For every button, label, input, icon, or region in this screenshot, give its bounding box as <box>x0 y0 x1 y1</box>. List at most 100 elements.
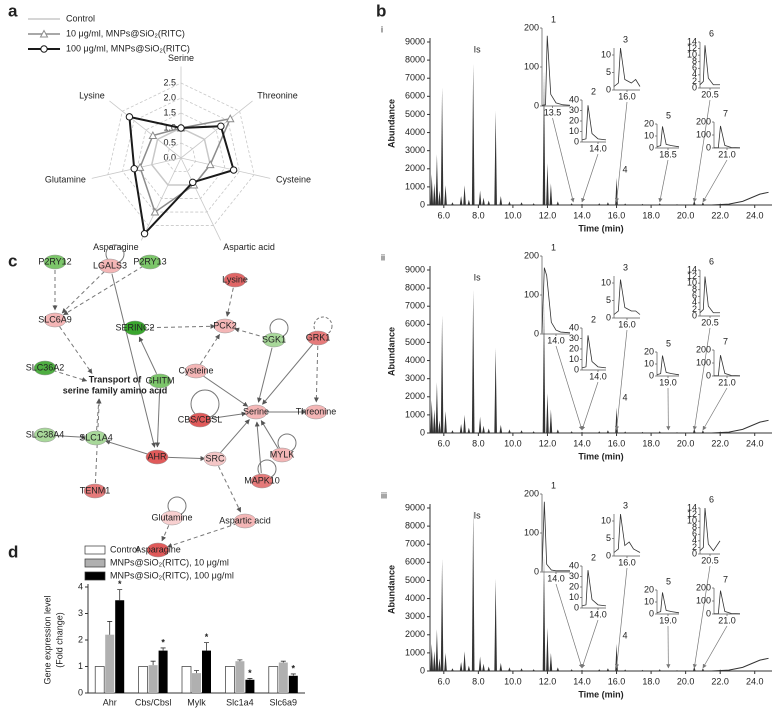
network-node <box>188 412 212 428</box>
y-axis-title: Gene expression level <box>42 595 52 684</box>
inset-y-tick-label: 0 <box>706 370 711 380</box>
inset-x-tick-label: 21.0 <box>718 149 736 159</box>
self-loop <box>313 316 333 336</box>
y-tick-label: 1000 <box>405 409 425 419</box>
inset-y-tick-label: 5 <box>606 533 611 543</box>
peak <box>482 425 485 433</box>
peak <box>438 190 441 205</box>
bar <box>235 661 245 693</box>
network-node <box>184 363 208 379</box>
y-tick-label: 1 <box>78 661 83 671</box>
inset-arrow <box>702 159 728 203</box>
inset-x-tick-label: 19.0 <box>659 615 677 625</box>
y-tick-label: 6000 <box>405 557 425 567</box>
peak <box>508 429 511 433</box>
peak <box>440 315 444 433</box>
bar <box>181 666 192 694</box>
y-tick-label: 7000 <box>405 73 425 83</box>
network-node <box>233 513 257 529</box>
inset-y-tick-label: 5 <box>606 67 611 77</box>
peak <box>675 204 679 205</box>
peak <box>542 555 546 671</box>
inset-y-tick-label: 4 <box>692 535 697 545</box>
inset-y-tick-label: 100 <box>696 595 711 605</box>
inset-trace <box>581 570 607 607</box>
peak <box>701 430 705 433</box>
inset-trace <box>656 355 680 376</box>
significance-mark: * <box>205 632 209 642</box>
network-node <box>244 404 268 420</box>
y-axis-title: Abundance <box>386 99 396 148</box>
peak <box>430 400 434 433</box>
inset-y-tick-label: 0 <box>649 608 654 618</box>
network-node-label: SRC <box>205 453 225 463</box>
peak <box>641 431 644 433</box>
network-node-label: SLC6A9 <box>38 314 72 324</box>
radial-tick-label: 1.5 <box>163 107 176 117</box>
y-tick-label: 8000 <box>405 520 425 530</box>
inset-y-tick-label: 20 <box>569 115 579 125</box>
legend-label: MNPs@SiO₂(RITC), 100 μg/ml <box>110 570 234 580</box>
series-marker <box>125 113 134 121</box>
network-node-label: SERINC2 <box>115 322 154 332</box>
network-edge <box>61 271 105 314</box>
x-tick-label: Ahr <box>103 697 117 707</box>
x-tick-label: 10.0 <box>504 210 522 220</box>
inset-y-tick-label: 30 <box>569 105 579 115</box>
peak <box>658 669 662 671</box>
inset-y-tick-label: 10 <box>601 515 611 525</box>
network-node-label: Threonine <box>296 406 337 416</box>
panel-label: b <box>376 1 386 20</box>
bar <box>192 673 201 693</box>
peak <box>692 200 696 205</box>
peak <box>471 509 475 671</box>
inset-label: 1 <box>551 242 556 252</box>
peak <box>570 431 573 433</box>
inset-y-tick-label: 40 <box>569 94 579 104</box>
y-tick-label: 0 <box>420 427 425 437</box>
inset-label: 1 <box>551 14 556 24</box>
bar <box>115 600 125 693</box>
network-node-label: GRK1 <box>306 332 331 342</box>
inset-label: 5 <box>666 576 671 586</box>
inset-y-tick-label: 5 <box>606 295 611 305</box>
bar <box>245 679 255 693</box>
inset-trace <box>541 35 571 106</box>
x-tick-label: 22.0 <box>711 676 729 686</box>
y-tick-label: 6000 <box>405 319 425 329</box>
category-label: Threonine <box>257 90 298 100</box>
peak <box>701 202 705 205</box>
bar <box>158 650 168 693</box>
category-label: Cysteine <box>276 175 311 185</box>
x-tick-label: 6.0 <box>438 676 451 686</box>
series-marker <box>140 229 149 238</box>
network-edge <box>167 523 238 548</box>
x-tick-label: 14.0 <box>573 210 591 220</box>
y-tick-label: 4000 <box>405 593 425 603</box>
radar-spoke <box>140 157 182 241</box>
peak <box>463 651 466 671</box>
network-node-label: SGK1 <box>262 334 286 344</box>
inset-trace <box>541 501 570 572</box>
peak <box>433 183 436 205</box>
network-edge <box>63 265 144 316</box>
network-edge <box>234 327 267 339</box>
baseline-drift <box>711 419 769 434</box>
x-tick-label: Slc1a4 <box>226 697 254 707</box>
peak <box>623 203 627 205</box>
inset-y-tick-label: 10 <box>601 277 611 287</box>
inset-x-tick-label: 21.0 <box>718 615 736 625</box>
peak <box>623 669 627 671</box>
category-label: Glutamine <box>45 175 86 185</box>
peak <box>546 163 549 205</box>
inset-y-tick-label: 0 <box>574 364 579 374</box>
bar <box>94 666 105 694</box>
x-tick-label: 10.0 <box>504 676 522 686</box>
peak <box>482 663 485 671</box>
peak <box>556 429 560 433</box>
baseline-drift <box>711 657 769 672</box>
inset-y-tick-label: 20 <box>569 343 579 353</box>
peak <box>508 201 511 205</box>
inset-label: 1 <box>551 480 556 490</box>
inset-label: 2 <box>591 552 596 562</box>
